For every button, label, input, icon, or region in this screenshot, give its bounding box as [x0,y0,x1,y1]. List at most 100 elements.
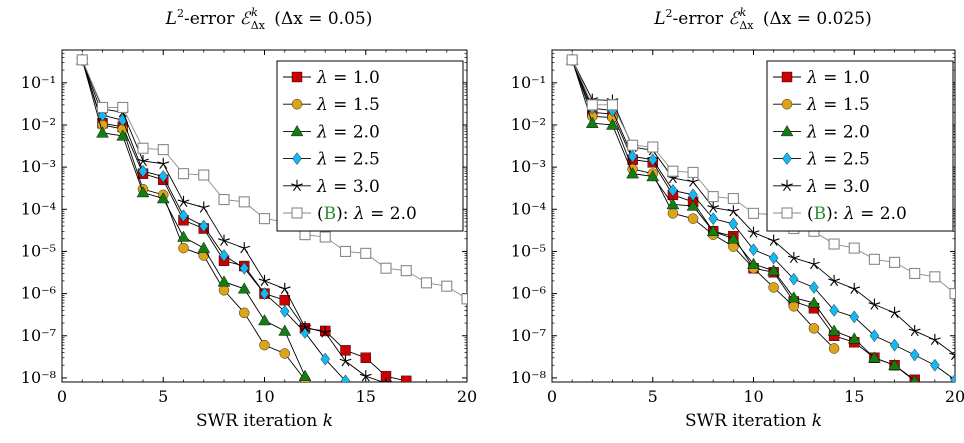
data-point [807,296,821,308]
x-tick-label: 0 [57,387,67,406]
data-point [137,142,149,154]
data-point [648,153,658,167]
data-point [258,213,271,225]
data-point [258,274,271,287]
y-tick-label: 10⁻⁶ [21,284,56,303]
data-point [747,226,760,238]
legend-marker [781,98,793,110]
chart-title: L2-error ℰk Δx (Δx = 0.025) [653,6,872,32]
data-point [138,164,148,178]
data-point [360,247,372,259]
data-point [217,275,231,287]
legend: λ = 1.0 λ = 1.5 λ = 2.0 λ = 2.5 λ = 3.0 (B): … [276,60,464,232]
data-point [888,306,901,318]
data-point [237,282,251,294]
data-point [909,348,920,362]
data-point [199,219,209,233]
y-tick-label: 10⁻¹ [21,73,56,92]
plot-area [75,53,467,382]
series-3 [75,53,312,381]
chart-panel-1: L2-error ℰk Δx (Δx = 0.05) 0 5 10 15 20 10⁻⁸ 10⁻… [21,6,477,431]
data-point [728,217,739,231]
x-tick-label: 0 [547,387,557,406]
data-point [727,192,739,205]
data-point [809,281,819,294]
data-point [401,375,412,382]
legend-marker [781,71,793,83]
data-point [849,310,859,324]
data-point [197,201,210,213]
data-point [566,54,578,66]
data-point [666,198,680,210]
data-point [136,186,150,198]
data-point [340,374,351,382]
data-point [868,253,880,265]
series-line [81,59,384,382]
data-point [930,358,940,372]
data-point [727,232,740,244]
data-point [627,150,638,163]
data-point [687,166,699,178]
chart-title: L2-error ℰk Δx (Δx = 0.05) [165,6,373,32]
data-point [869,329,880,343]
y-tick-label: 10⁻³ [21,157,56,176]
data-point [360,352,371,363]
x-tick-label: 10 [254,387,274,406]
legend-marker [781,207,793,219]
data-point [380,262,392,274]
data-point [687,175,699,187]
y-tick-label: 10⁻⁷ [21,326,56,345]
legend-marker [780,124,794,137]
data-point [156,192,170,204]
data-point [950,373,955,382]
data-point [239,261,249,275]
data-point [299,321,311,333]
data-point [706,224,720,237]
x-tick-label: 15 [844,387,864,406]
legend-marker [781,179,793,191]
data-point [767,234,780,246]
data-point [319,326,332,338]
data-point [668,184,678,197]
data-point [238,242,251,254]
data-point [238,196,250,208]
data-point [788,301,799,312]
data-point [768,251,779,265]
data-point [747,257,760,269]
legend-marker [291,179,303,191]
legend-label: λ = 1.5 [316,95,380,115]
data-point [96,126,109,138]
data-point [748,243,759,257]
data-point [888,358,901,370]
data-point [768,282,779,293]
y-tick-label: 10⁻¹ [511,73,546,92]
legend-label: λ = 2.0 [316,122,380,142]
data-point [929,271,941,283]
data-point [767,264,780,276]
y-tick-label: 10⁻⁵ [511,241,546,260]
data-point [787,251,800,264]
data-point [219,249,229,262]
data-point [218,234,230,246]
data-point [298,369,312,381]
x-tick-label: 5 [158,387,168,406]
data-point [218,194,230,206]
data-point [828,274,840,287]
legend-marker [782,152,792,165]
data-point [868,351,881,363]
data-point [259,339,270,351]
data-point [848,242,860,254]
x-axis-label: SWR iteration k [196,411,333,431]
data-point [627,139,639,151]
data-point [928,333,941,346]
legend-label: (B): λ = 2.0 [807,204,907,224]
data-point [909,267,921,280]
data-point [259,287,270,300]
y-tick-label: 10⁻⁴ [21,199,56,218]
data-point [667,165,679,177]
data-point [441,280,453,292]
data-point [239,307,250,319]
x-tick-label: 15 [356,387,376,406]
data-point [137,154,149,167]
data-point [789,272,799,286]
